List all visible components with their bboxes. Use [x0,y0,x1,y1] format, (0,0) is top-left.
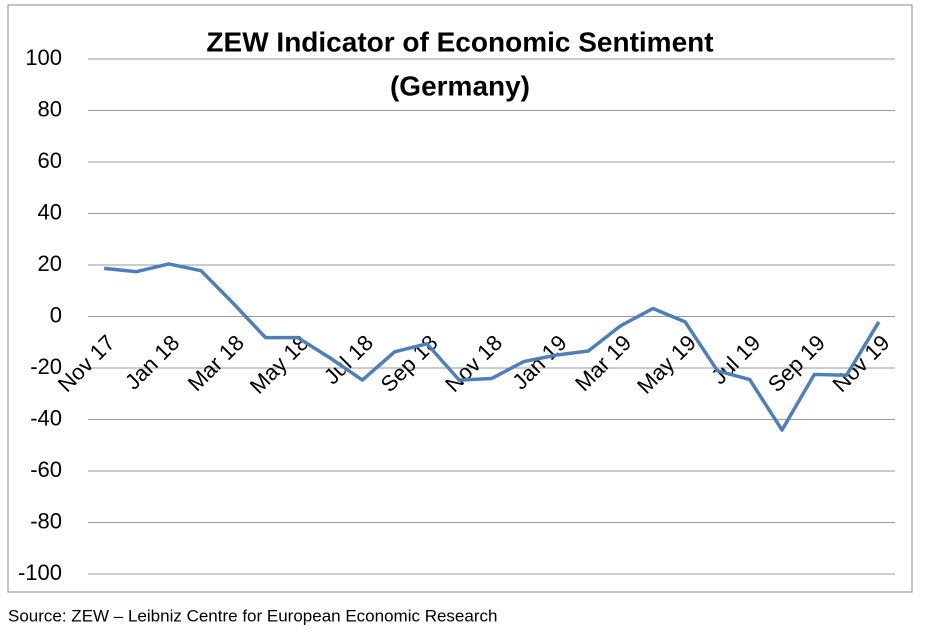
x-tick-label: Sep 19 [763,330,830,397]
y-tick-label: -100 [18,560,62,585]
chart-title: (Germany) [390,70,530,101]
y-tick-label: 60 [38,148,62,173]
y-tick-label: 20 [38,251,62,276]
y-tick-label: 40 [38,199,62,224]
y-tick-label: -80 [30,508,62,533]
chart-border [7,4,913,593]
x-tick-label: Nov 17 [53,330,120,397]
x-tick-label: Jul 19 [706,330,765,389]
y-tick-label: -40 [30,405,62,430]
y-tick-label: -60 [30,457,62,482]
y-tick-label: 100 [25,45,62,70]
x-tick-label: Jan 18 [120,330,184,394]
x-tick-label: Jan 19 [507,330,571,394]
x-tick-label: Mar 18 [183,330,249,396]
y-tick-label: 80 [38,96,62,121]
y-tick-label: -20 [30,354,62,379]
x-tick-label: Nov 18 [440,330,507,397]
x-tick-label: Sep 18 [376,330,443,397]
x-tick-label: Nov 19 [828,330,895,397]
source-note: Source: ZEW – Leibniz Centre for Europea… [8,606,497,625]
y-tick-label: 0 [50,302,62,327]
data-line [103,262,881,432]
chart-title: ZEW Indicator of Economic Sentiment [206,26,713,57]
x-tick-label: Jul 18 [319,330,378,389]
x-tick-label: May 19 [632,330,701,399]
